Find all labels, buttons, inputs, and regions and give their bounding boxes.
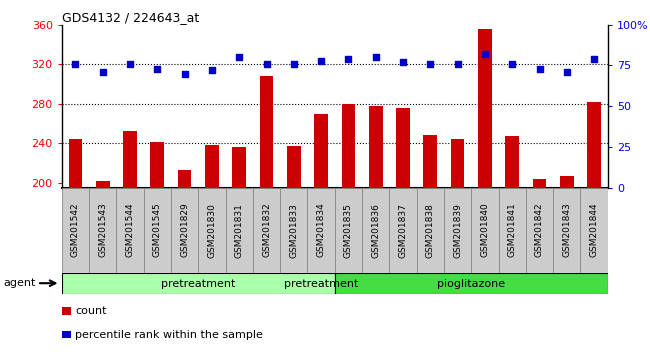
Text: GSM201839: GSM201839: [453, 202, 462, 258]
Bar: [499, 188, 526, 273]
Text: GSM201835: GSM201835: [344, 202, 353, 258]
Text: GSM201545: GSM201545: [153, 203, 162, 257]
Text: GSM201842: GSM201842: [535, 203, 544, 257]
Text: GSM201838: GSM201838: [426, 202, 435, 258]
Text: GSM201829: GSM201829: [180, 203, 189, 257]
Bar: [471, 188, 499, 273]
Text: GSM201544: GSM201544: [125, 203, 135, 257]
Text: agent: agent: [3, 278, 36, 288]
Bar: [62, 307, 72, 315]
Text: GSM201543: GSM201543: [98, 203, 107, 257]
Bar: [62, 331, 72, 338]
Point: [261, 61, 272, 67]
Point: [480, 51, 490, 57]
Bar: [506, 136, 519, 354]
Text: GSM201830: GSM201830: [207, 202, 216, 258]
Point: [234, 55, 244, 60]
Point: [289, 61, 299, 67]
Bar: [335, 273, 608, 294]
Bar: [315, 114, 328, 354]
Bar: [417, 188, 444, 273]
Point: [534, 66, 545, 72]
Point: [316, 58, 326, 63]
Text: count: count: [75, 306, 107, 316]
Text: GSM201844: GSM201844: [590, 203, 599, 257]
Bar: [588, 102, 601, 354]
Text: GSM201836: GSM201836: [371, 202, 380, 258]
Text: GSM201833: GSM201833: [289, 202, 298, 258]
Bar: [287, 146, 300, 354]
Point: [70, 61, 81, 67]
Bar: [307, 188, 335, 273]
Bar: [260, 76, 273, 354]
Text: GSM201843: GSM201843: [562, 203, 571, 257]
Point: [179, 71, 190, 76]
Point: [398, 59, 408, 65]
Bar: [178, 170, 192, 354]
Bar: [478, 29, 492, 354]
Bar: [62, 188, 89, 273]
Bar: [533, 179, 546, 354]
Bar: [424, 135, 437, 354]
Bar: [526, 188, 553, 273]
Text: GSM201832: GSM201832: [262, 203, 271, 257]
Bar: [444, 188, 471, 273]
Point: [152, 66, 162, 72]
Bar: [96, 181, 109, 354]
Bar: [253, 188, 280, 273]
Bar: [451, 139, 464, 354]
Text: GSM201840: GSM201840: [480, 203, 489, 257]
Bar: [369, 106, 382, 354]
Bar: [580, 188, 608, 273]
Text: pioglitazone: pioglitazone: [437, 279, 505, 289]
Point: [98, 69, 108, 75]
Bar: [69, 139, 82, 354]
Bar: [362, 188, 389, 273]
Point: [507, 61, 517, 67]
Bar: [233, 147, 246, 354]
Bar: [553, 188, 580, 273]
Bar: [226, 188, 253, 273]
Point: [589, 56, 599, 62]
Bar: [151, 142, 164, 354]
Point: [343, 56, 354, 62]
Text: percentile rank within the sample: percentile rank within the sample: [75, 330, 263, 340]
Bar: [62, 273, 335, 294]
Text: pretreatment: pretreatment: [161, 279, 235, 289]
Point: [562, 69, 572, 75]
Bar: [389, 188, 417, 273]
Point: [125, 61, 135, 67]
Text: GDS4132 / 224643_at: GDS4132 / 224643_at: [62, 11, 199, 24]
Point: [370, 55, 381, 60]
Text: GSM201542: GSM201542: [71, 203, 80, 257]
Bar: [560, 176, 573, 354]
Text: pretreatment: pretreatment: [284, 279, 358, 289]
Bar: [198, 188, 226, 273]
Text: GSM201837: GSM201837: [398, 202, 408, 258]
Bar: [144, 188, 171, 273]
Bar: [205, 145, 218, 354]
Bar: [89, 188, 116, 273]
Bar: [342, 104, 355, 354]
Point: [425, 61, 436, 67]
Bar: [280, 188, 307, 273]
Text: GSM201831: GSM201831: [235, 202, 244, 258]
Point: [207, 68, 217, 73]
Bar: [116, 188, 144, 273]
Text: GSM201834: GSM201834: [317, 203, 326, 257]
Bar: [335, 188, 362, 273]
Bar: [396, 108, 410, 354]
Bar: [171, 188, 198, 273]
Text: GSM201841: GSM201841: [508, 203, 517, 257]
Point: [452, 61, 463, 67]
Bar: [124, 131, 137, 354]
